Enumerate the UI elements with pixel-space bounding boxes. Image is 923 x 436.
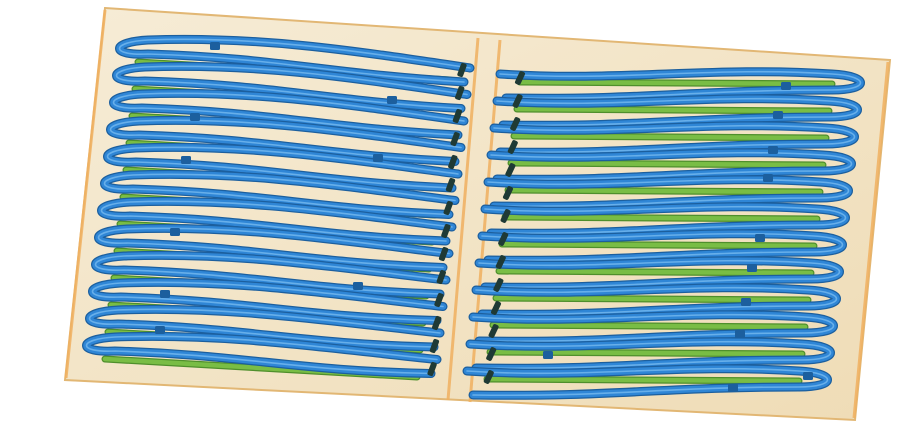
blue-pipe-highlight [484,205,847,235]
pipe-connector [755,234,765,242]
green-pipe-run [517,79,835,87]
blue-pipe-highlight [496,97,859,127]
pipe-joint [450,131,460,147]
pipe-joint [427,361,437,377]
pipe-connector [768,146,778,154]
center-rail-left [446,37,480,401]
pipe-joint [443,200,453,216]
pipe-connector [373,154,383,162]
green-pipe-run [484,376,802,384]
green-pipe-run [487,349,805,357]
blue-pipe-highlight [85,335,438,375]
green-pipe-run [493,295,811,303]
blue-pipe-highlight [103,173,456,216]
pipe-connector [190,113,200,121]
blue-pipe-highlight [499,70,862,100]
blue-pipe-highlight [493,124,856,154]
pipe-connector [170,228,180,236]
pipe-connector [387,96,397,104]
pipe-connector [773,111,783,119]
pipe-joint [502,186,514,200]
pipe-joint [498,232,509,246]
pipe-joint [455,85,465,101]
green-pipe-run [502,214,820,222]
pipe-joint [452,108,463,124]
pipe-joint [441,223,451,239]
pipe-joint [510,117,521,131]
pipe-joint [500,209,511,223]
left-rail [64,9,107,379]
pipe-joint [493,278,504,292]
blue-pipe-highlight [115,65,468,110]
joint-group [155,42,813,392]
pipe-joint [514,71,526,85]
pipe-joint [488,324,499,338]
pipe-joint [448,154,458,170]
pipe-joint [445,177,456,193]
green-pipe-run [496,268,814,276]
pipe-connector [210,42,220,50]
blue-pipe-highlight [475,286,838,316]
blue-pipe-highlight [112,92,465,136]
blue-pipe-highlight [487,178,850,208]
blue-pipe-highlight [109,119,462,163]
blue-pipe-highlight [100,200,453,242]
green-pipe-run [514,106,832,114]
blue-pipe-highlight [94,254,447,295]
pipe-connector [803,372,813,380]
pipe-joint [505,163,516,177]
pipe-connector [155,326,165,334]
pipe-connector [160,290,170,298]
pipe-connector [747,264,757,272]
green-pipe-run [511,133,829,141]
blue-pipe-highlight [88,308,441,348]
green-pipe-run [499,241,817,249]
pipe-joint [512,94,523,108]
blue-pipe-highlight [106,146,459,189]
pipe-connector [735,330,745,338]
green-pipe-run [508,160,826,168]
pipe-connector [763,174,773,182]
pipe-connector [181,156,191,164]
blue-pipe-highlight [97,227,450,269]
green-pipe-run [490,322,808,330]
blue-pipe-highlight [469,340,832,370]
pipe-joint [438,246,449,262]
pipe-joint [490,301,502,315]
pipe-joint [436,269,446,285]
blue-pipe-highlight [466,367,829,397]
green-pipe-run [505,187,823,195]
pipe-joint [507,140,518,154]
blue-pipe-highlight [490,151,853,181]
pipe-connector [543,351,553,359]
pipe-joint [429,338,440,354]
pipe-joint [457,62,467,78]
blue-pipe-highlight [472,313,835,343]
blue-pipe-highlight [118,38,471,83]
pipe-joint [495,255,506,269]
pipe-joint [432,315,442,331]
pipe-joint [486,347,497,361]
blue-pipe-highlight [478,259,841,289]
blue-pipe-highlight [91,281,444,322]
pipe-joint [434,292,444,308]
blue-pipe-group [82,34,865,400]
blue-pipe-highlight [481,232,844,262]
right-rail [852,61,890,419]
pipe-connector [741,298,751,306]
pipe-connector [728,384,738,392]
pipe-joint [483,370,494,384]
pipe-connector [353,282,363,290]
pipe-connector [781,82,791,90]
